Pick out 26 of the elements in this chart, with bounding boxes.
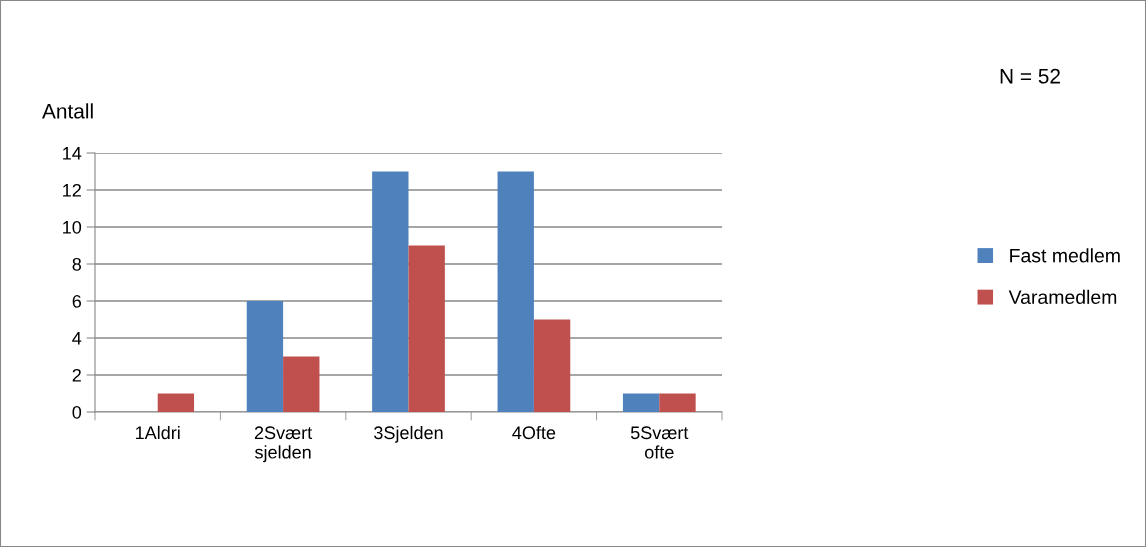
text: N = 52 bbox=[1000, 68, 1060, 84]
bar bbox=[659, 393, 696, 412]
x-tick-label: 2Svært sjelden bbox=[254, 426, 313, 463]
bar bbox=[622, 393, 660, 412]
bar bbox=[408, 245, 445, 412]
y-axis-title: Antall bbox=[42, 103, 93, 119]
legend-label: Varamedlem bbox=[1008, 289, 1117, 305]
y-tick-label: 6 bbox=[72, 294, 82, 308]
bar bbox=[283, 356, 320, 412]
x-tick-label: 5Svært ofte bbox=[630, 426, 689, 459]
y-tick-label: 10 bbox=[63, 220, 82, 234]
bar bbox=[246, 301, 284, 412]
y-tick-label: 12 bbox=[63, 183, 81, 197]
y-tick-label: 2 bbox=[72, 368, 81, 382]
bar bbox=[533, 319, 571, 412]
x-tick-label: 4Ofte bbox=[512, 425, 556, 440]
y-tick-label: 8 bbox=[72, 257, 82, 271]
y-tick-label: 0 bbox=[72, 405, 82, 419]
bar bbox=[157, 393, 195, 412]
bar bbox=[372, 171, 409, 412]
bar bbox=[497, 171, 534, 412]
x-tick-label: 1Aldri bbox=[136, 425, 180, 440]
y-tick-label: 4 bbox=[72, 332, 82, 345]
legend-label: Fast medlem bbox=[1010, 248, 1120, 263]
x-tick-label: 3Sjelden bbox=[374, 425, 443, 443]
y-tick-label: 14 bbox=[63, 147, 82, 160]
